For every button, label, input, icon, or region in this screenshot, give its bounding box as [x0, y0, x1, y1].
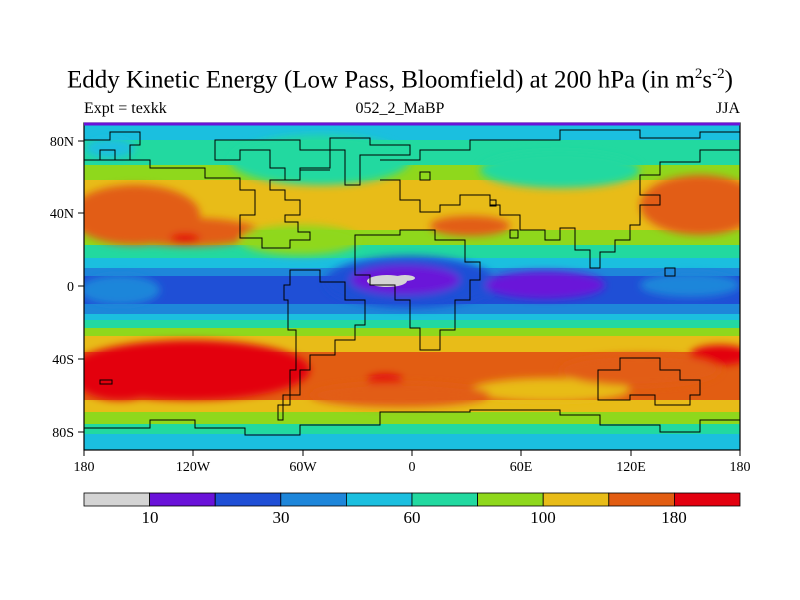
energy-field: [84, 123, 740, 450]
colorbar-label: 100: [530, 508, 556, 527]
colorbar-label: 30: [272, 508, 290, 527]
x-tick-label: 180: [730, 460, 751, 475]
colorbar-swatch: [83, 492, 150, 507]
experiment-label: Expt = texkk: [84, 100, 167, 117]
x-axis: 180 120W 60W 0 60E 120E 180: [74, 460, 751, 475]
x-tick-label: 60W: [289, 460, 317, 475]
x-tick-label: 120E: [616, 460, 646, 475]
y-tick-label: 40S: [52, 353, 74, 368]
x-tick-label: 180: [74, 460, 95, 475]
map-title: Eddy Kinetic Energy (Low Pass, Bloomfiel…: [67, 66, 733, 94]
y-tick-label: 0: [67, 280, 74, 295]
colorbar-label: 60: [403, 508, 421, 527]
y-tick-label: 40N: [50, 207, 74, 222]
colorbar-swatch: [411, 492, 478, 507]
colorbar-swatch: [674, 492, 741, 507]
coastlines: [84, 129, 740, 436]
y-axis: 80N 40N 0 40S 80S: [50, 135, 74, 441]
y-tick-label: 80N: [50, 135, 74, 150]
colorbar: [83, 492, 741, 507]
colorbar-swatch: [608, 492, 675, 507]
x-tick-label: 0: [409, 460, 416, 475]
colorbar-label: 10: [141, 508, 159, 527]
colorbar-swatch: [345, 492, 413, 507]
colorbar-swatch: [214, 492, 282, 507]
colorbar-label: 180: [661, 508, 687, 527]
y-tick-label: 80S: [52, 426, 74, 441]
colorbar-swatch: [149, 492, 216, 507]
season-label: JJA: [715, 100, 740, 117]
colorbar-swatch: [280, 492, 347, 507]
x-tick-label: 60E: [510, 460, 533, 475]
colorbar-swatch: [542, 492, 610, 507]
tick-marks: [78, 140, 741, 456]
x-tick-label: 120W: [176, 460, 211, 475]
colorbar-swatch: [477, 492, 544, 507]
case-label: 052_2_MaBP: [355, 100, 445, 117]
